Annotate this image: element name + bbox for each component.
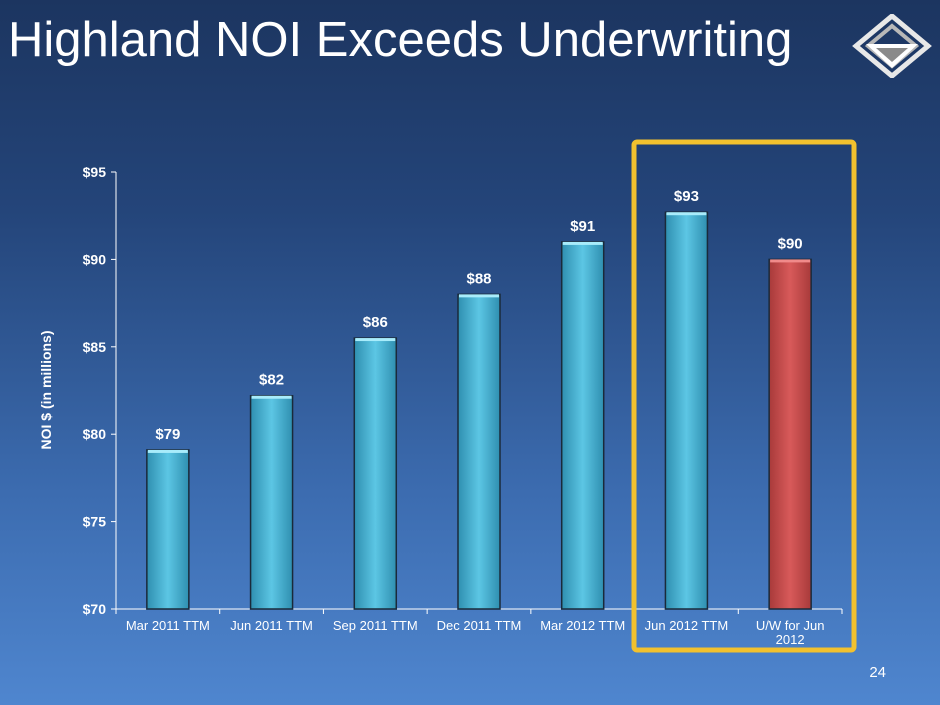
page-number: 24 [869,664,886,681]
bar [146,449,190,610]
bar [353,337,398,610]
bar [664,211,709,610]
bar [560,241,605,610]
x-tick-label-line: U/W for Jun [756,618,825,633]
bar-top-highlight [147,449,188,453]
x-tick-label: Jun 2011 TTM [230,618,313,633]
data-label: $86 [363,314,388,331]
data-label: $91 [570,218,595,235]
y-tick-label: $90 [83,251,107,267]
x-tick-label: Dec 2011 TTM [437,618,522,633]
y-tick-label: $95 [83,164,107,180]
data-label: $93 [674,188,699,205]
y-tick-label: $75 [83,514,107,530]
x-tick-label: Jun 2012 TTM [645,618,729,633]
bar [768,258,812,610]
y-axis-label: NOI $ (in millions) [38,330,54,449]
data-label: $79 [155,426,180,443]
y-tick-label: $85 [83,339,107,355]
data-label: $82 [259,372,284,389]
bar-top-highlight [251,395,292,399]
highlight-box [631,139,857,653]
x-tick-label-line: 2012 [776,632,805,647]
bar-top-highlight [770,259,811,263]
x-tick-label-line: Mar 2011 TTM [126,618,210,633]
x-tick-label: Mar 2012 TTM [540,618,625,633]
data-label: $88 [466,270,491,287]
data-label: $90 [778,235,803,252]
y-tick-label: $70 [83,601,107,617]
y-tick-label: $80 [83,426,107,442]
bar-top-highlight [355,338,396,342]
bar [249,394,294,610]
x-tick-label-line: Sep 2011 TTM [333,618,418,633]
x-tick-label: U/W for Jun 2012 [756,618,825,647]
highland-logo-icon [852,14,932,78]
x-tick-label-line: Jun 2011 TTM [230,618,313,633]
x-tick-label-line: Jun 2012 TTM [645,618,729,633]
bar-top-highlight [666,212,707,216]
x-tick-label-line: Dec 2011 TTM [437,618,522,633]
x-tick-label: Sep 2011 TTM [333,618,418,633]
x-tick-label: Mar 2011 TTM [126,618,210,633]
page-title: Highland NOI Exceeds Underwriting [8,13,793,67]
bar-top-highlight [562,241,603,245]
bar-top-highlight [459,294,499,298]
x-tick-label-line: Mar 2012 TTM [540,618,625,633]
bar [457,293,501,610]
